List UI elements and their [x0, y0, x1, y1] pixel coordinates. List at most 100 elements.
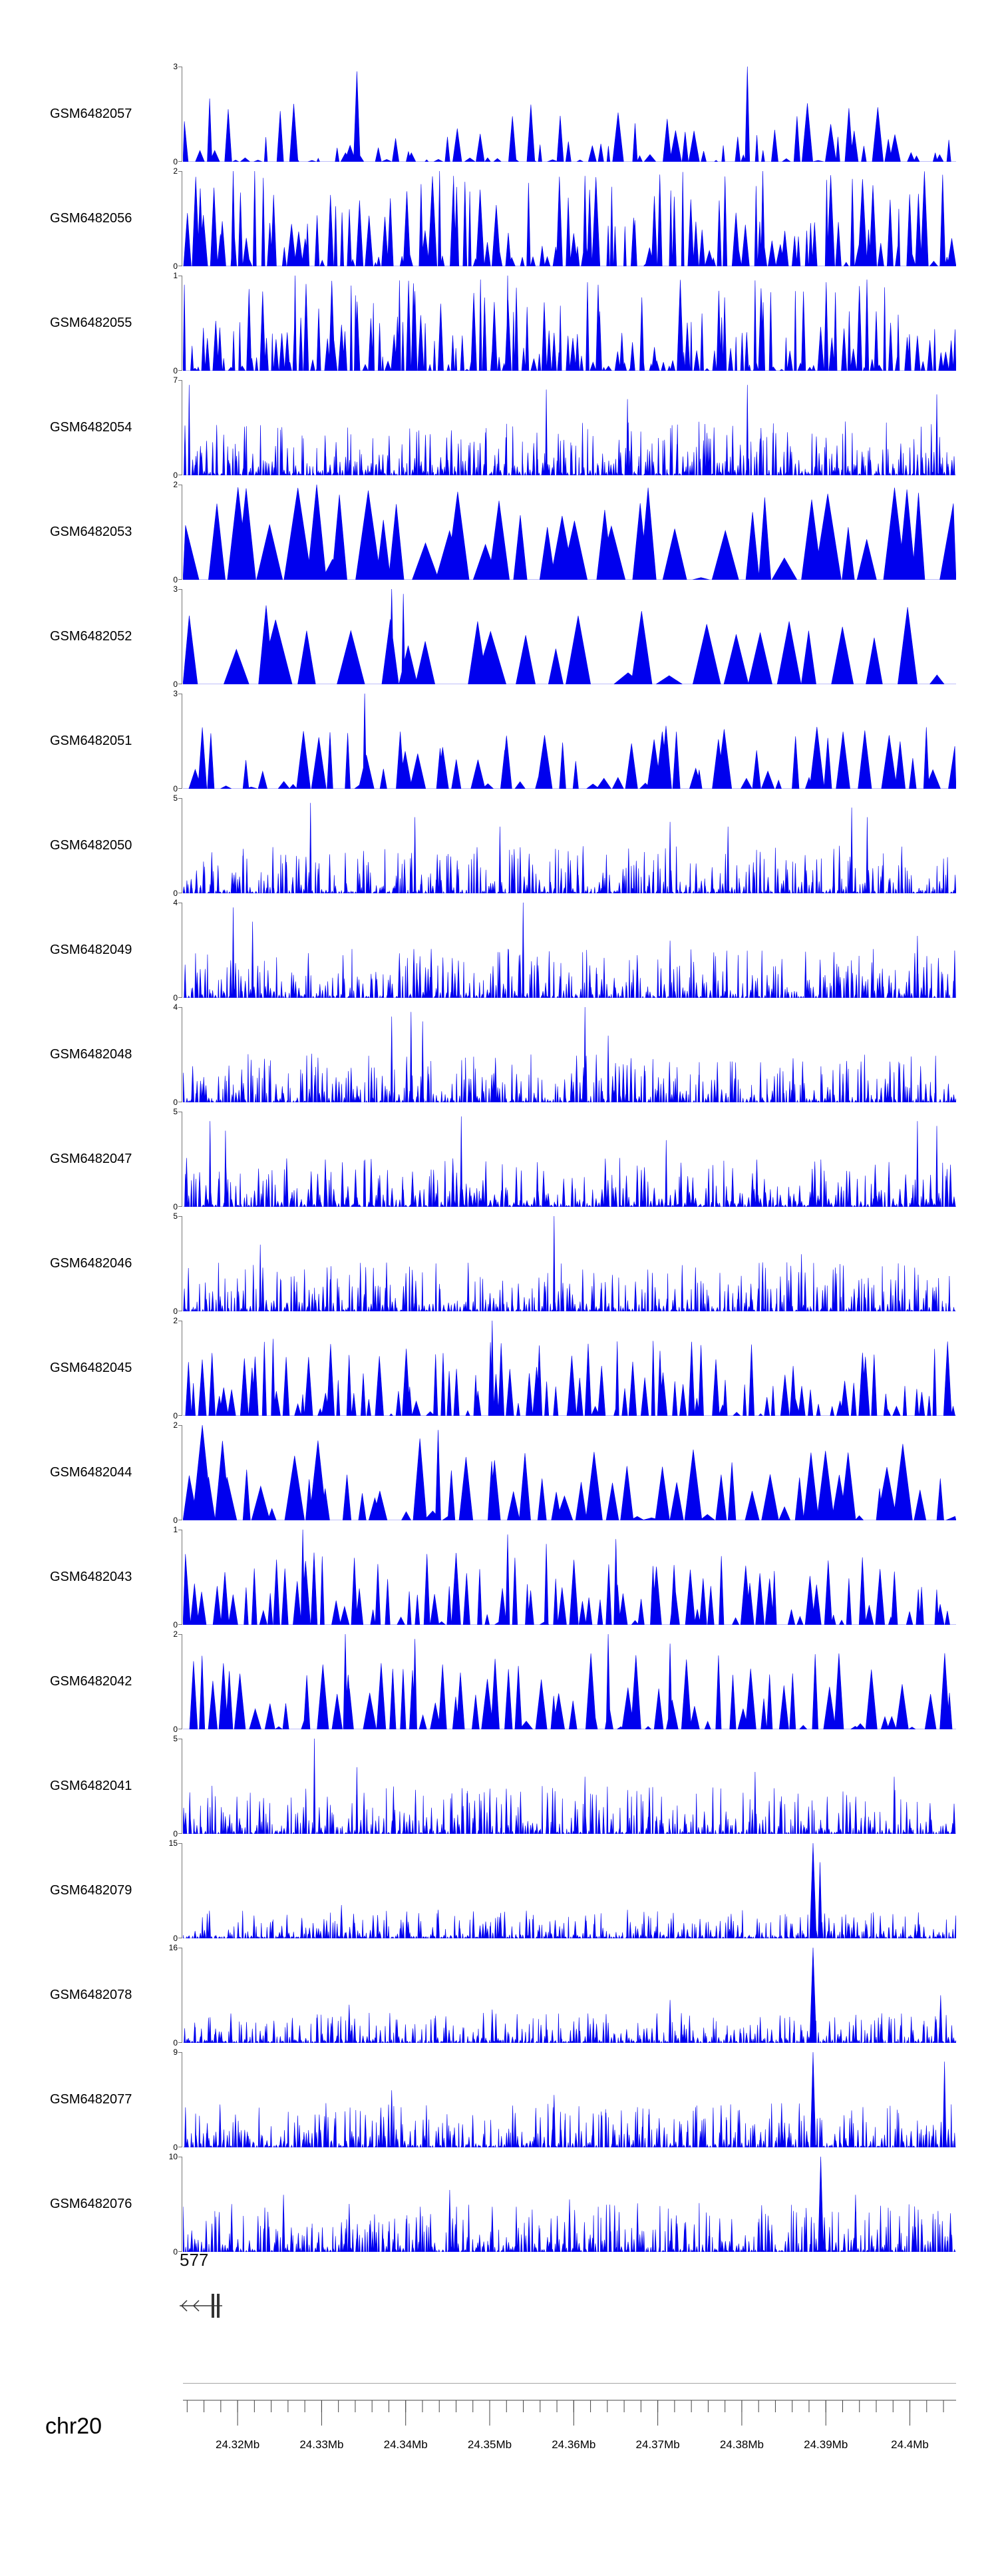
- y-axis-min-label: 0: [173, 262, 178, 271]
- data-track: GSM6482057 3 0: [0, 62, 998, 171]
- y-axis-tick-bottom: [178, 1833, 182, 1834]
- y-axis-max-label: 5: [173, 793, 178, 803]
- signal-area-plot: [183, 2052, 956, 2147]
- genome-axis-ruler: 24.32Mb 24.33Mb 24.34Mb 24.35Mb 24.36Mb 24.37…: [183, 2400, 956, 2451]
- signal-area-plot: [183, 1321, 956, 1416]
- axis-tick-label: 24.34Mb: [384, 2438, 428, 2451]
- y-axis-tick-top: [178, 1425, 182, 1426]
- track-label: GSM6482077: [50, 2092, 132, 2107]
- axis-tick-label: 24.33Mb: [299, 2438, 343, 2451]
- y-axis-tick-top: [178, 589, 182, 590]
- axis-tick-label: 24.35Mb: [468, 2438, 512, 2451]
- track-label: GSM6482057: [50, 107, 132, 121]
- track-label: GSM6482047: [50, 1152, 132, 1166]
- signal-area-plot: [183, 694, 956, 789]
- y-axis-max-label: 5: [173, 1107, 178, 1116]
- y-axis-min-label: 0: [173, 366, 178, 375]
- y-axis-min-label: 0: [173, 1098, 178, 1107]
- y-axis-tick-top: [178, 2052, 182, 2053]
- y-axis-tick-top: [178, 1216, 182, 1217]
- data-track: GSM6482078 16 0: [0, 1943, 998, 2052]
- data-track: GSM6482048 4 0: [0, 1002, 998, 1112]
- y-axis-tick-top: [178, 1634, 182, 1635]
- data-track: GSM6482051 3 0: [0, 689, 998, 798]
- signal-area-plot: [183, 1634, 956, 1729]
- data-track: GSM6482043 1 0: [0, 1525, 998, 1634]
- track-label: GSM6482051: [50, 734, 132, 748]
- y-axis-tick-bottom: [178, 997, 182, 998]
- y-axis-tick-bottom: [178, 370, 182, 371]
- y-axis-min-label: 0: [173, 2038, 178, 2047]
- y-axis-max-label: 2: [173, 166, 178, 176]
- y-axis-min-label: 0: [173, 889, 178, 898]
- y-axis-max-label: 3: [173, 62, 178, 71]
- signal-area-plot: [183, 276, 956, 371]
- y-axis-max-label: 2: [173, 1420, 178, 1430]
- y-axis-min-label: 0: [173, 471, 178, 480]
- track-label: GSM6482053: [50, 525, 132, 539]
- y-axis-tick-top: [178, 171, 182, 172]
- data-track: GSM6482077 9 0: [0, 2047, 998, 2157]
- y-axis-max-label: 16: [168, 1943, 178, 1952]
- y-axis-tick-bottom: [178, 161, 182, 162]
- data-track: GSM6482045 2 0: [0, 1316, 998, 1425]
- signal-area-plot: [183, 385, 956, 475]
- axis-tick-label: 24.37Mb: [636, 2438, 680, 2451]
- data-track: GSM6482046 5 0: [0, 1211, 998, 1321]
- y-axis-min-label: 0: [173, 1934, 178, 1943]
- axis-tick-label: 24.4Mb: [891, 2438, 929, 2451]
- y-axis-tick-top: [178, 798, 182, 799]
- track-label: GSM6482041: [50, 1779, 132, 1793]
- y-axis-max-label: 1: [173, 1525, 178, 1534]
- y-axis-min-label: 0: [173, 1725, 178, 1734]
- track-label: GSM6482049: [50, 943, 132, 957]
- y-axis-tick-bottom: [178, 2251, 182, 2252]
- signal-area-plot: [183, 1530, 956, 1625]
- track-label: GSM6482042: [50, 1674, 132, 1689]
- track-label: GSM6482046: [50, 1256, 132, 1271]
- y-axis-max-label: 2: [173, 1316, 178, 1325]
- axis-tick-label: 24.38Mb: [720, 2438, 764, 2451]
- y-axis-tick-bottom: [178, 1415, 182, 1416]
- y-axis-min-label: 0: [173, 2247, 178, 2256]
- y-axis-max-label: 2: [173, 1629, 178, 1639]
- y-axis-min-label: 0: [173, 157, 178, 166]
- data-track: GSM6482047 5 0: [0, 1107, 998, 1216]
- signal-area-plot: [183, 903, 956, 998]
- y-axis-max-label: 7: [173, 375, 178, 385]
- axis-tick-label: 24.39Mb: [804, 2438, 848, 2451]
- track-label: GSM6482054: [50, 420, 132, 435]
- signal-area-plot: [183, 485, 956, 580]
- data-track: GSM6482052 3 0: [0, 584, 998, 694]
- data-track: GSM6482044 2 0: [0, 1420, 998, 1530]
- track-label: GSM6482056: [50, 211, 132, 226]
- track-label: GSM6482045: [50, 1361, 132, 1375]
- y-axis-max-label: 9: [173, 2047, 178, 2057]
- signal-area-plot: [183, 1116, 956, 1207]
- track-label: GSM6482043: [50, 1570, 132, 1584]
- y-axis-max-label: 5: [173, 1211, 178, 1221]
- track-label: GSM6482052: [50, 629, 132, 644]
- y-axis-max-label: 15: [168, 1838, 178, 1848]
- signal-area-plot: [183, 1216, 956, 1311]
- signal-area-plot: [183, 803, 956, 893]
- y-axis-min-label: 0: [173, 993, 178, 1002]
- signal-area-plot: [183, 1948, 956, 2043]
- signal-area-plot: [183, 589, 956, 684]
- y-axis-tick-bottom: [178, 579, 182, 580]
- y-axis-min-label: 0: [173, 1307, 178, 1316]
- strand-arrow-left-icon: [180, 2300, 188, 2312]
- y-axis-min-label: 0: [173, 1620, 178, 1629]
- y-axis-min-label: 0: [173, 2143, 178, 2152]
- signal-area-plot: [183, 1843, 956, 1938]
- y-axis-tick-bottom: [178, 788, 182, 789]
- y-axis-min-label: 0: [173, 1202, 178, 1211]
- y-axis-tick-top: [178, 1007, 182, 1008]
- axis-tick-label: 24.32Mb: [216, 2438, 259, 2451]
- signal-area-plot: [183, 171, 956, 266]
- track-label: GSM6482076: [50, 2197, 132, 2211]
- y-axis-max-label: 3: [173, 689, 178, 698]
- data-track: GSM6482050 5 0: [0, 793, 998, 903]
- y-axis-max-label: 3: [173, 584, 178, 594]
